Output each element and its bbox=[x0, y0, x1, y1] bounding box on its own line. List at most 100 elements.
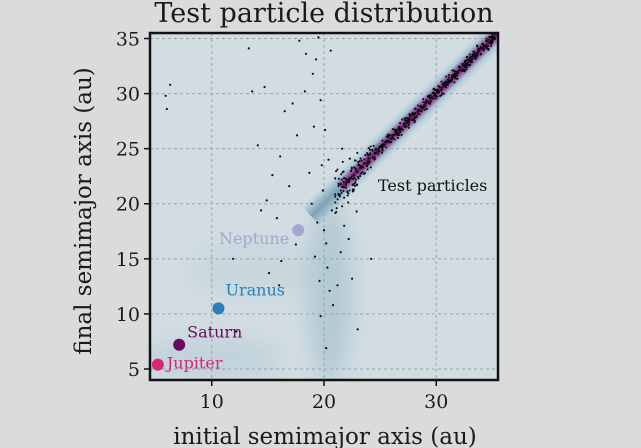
particle-dot bbox=[348, 189, 351, 192]
particle-dot bbox=[256, 144, 259, 147]
particle-dot bbox=[357, 160, 360, 163]
particle-dot bbox=[461, 62, 464, 65]
particle-dot bbox=[335, 210, 338, 214]
particle-dot bbox=[414, 107, 417, 110]
particle-dot bbox=[407, 126, 410, 129]
particle-dot bbox=[395, 131, 398, 134]
particle-dot bbox=[164, 94, 167, 97]
particle-dot bbox=[436, 95, 439, 98]
particle-dot bbox=[488, 36, 491, 39]
particle-dot bbox=[356, 151, 359, 154]
particle-dot bbox=[340, 147, 344, 150]
y-tick-label: 25 bbox=[116, 139, 140, 161]
particle-dot bbox=[380, 151, 384, 154]
particle-dot bbox=[453, 72, 456, 75]
particle-dot bbox=[365, 164, 369, 167]
particle-dot bbox=[345, 181, 348, 184]
particle-dot bbox=[420, 110, 423, 113]
particle-dot bbox=[347, 201, 350, 204]
particle-dot bbox=[353, 159, 356, 162]
particle-dot bbox=[337, 177, 340, 180]
particle-dot bbox=[247, 47, 250, 50]
particle-dot bbox=[445, 82, 448, 85]
particle-dot bbox=[485, 40, 488, 43]
particle-dot bbox=[437, 88, 440, 91]
particle-dot bbox=[308, 171, 311, 174]
particle-dot bbox=[405, 122, 408, 125]
particle-dot bbox=[376, 148, 379, 151]
planet-label: Neptune bbox=[219, 229, 289, 248]
particle-dot bbox=[355, 169, 358, 172]
particle-dot bbox=[440, 80, 443, 83]
particle-dot bbox=[391, 136, 394, 139]
particle-dot bbox=[377, 150, 380, 153]
particle-dot bbox=[351, 190, 354, 193]
particle-dot bbox=[342, 180, 345, 183]
planet-label: Uranus bbox=[225, 280, 285, 299]
particle-dot bbox=[235, 330, 238, 333]
particle-dot bbox=[435, 91, 439, 94]
particle-dot bbox=[371, 156, 374, 159]
particle-dot bbox=[291, 102, 294, 105]
particle-dot bbox=[484, 45, 487, 48]
particle-dot bbox=[463, 70, 466, 73]
particle-dot bbox=[359, 157, 362, 160]
particle-dot bbox=[487, 38, 490, 41]
particle-dot bbox=[482, 47, 485, 50]
particle-dot bbox=[390, 140, 393, 143]
particle-dot bbox=[373, 156, 376, 159]
particle-dot bbox=[351, 277, 354, 280]
particle-dot bbox=[422, 100, 425, 104]
particle-dot bbox=[280, 259, 283, 263]
particle-dot bbox=[458, 68, 461, 71]
particle-dot bbox=[366, 151, 369, 155]
particle-dot bbox=[374, 152, 377, 155]
particle-dot bbox=[383, 140, 386, 143]
particle-dot bbox=[401, 128, 404, 131]
x-axis-label: initial semimajor axis (au) bbox=[173, 424, 477, 448]
particle-dot bbox=[334, 201, 337, 204]
particle-dot bbox=[335, 207, 338, 210]
particle-dot bbox=[404, 125, 407, 128]
particle-dot bbox=[391, 128, 394, 131]
particle-dot bbox=[319, 315, 322, 318]
particle-dot bbox=[361, 170, 364, 174]
particle-dot bbox=[311, 72, 314, 75]
particle-dot bbox=[278, 284, 281, 287]
particle-dot bbox=[169, 83, 172, 86]
planet-markers: Jupiter Saturn Uranus Neptune bbox=[151, 224, 305, 373]
particle-dot bbox=[417, 104, 420, 107]
particle-dot bbox=[381, 139, 384, 142]
particle-dot bbox=[279, 155, 282, 158]
particle-dot bbox=[343, 196, 346, 199]
particle-dot bbox=[352, 182, 355, 185]
particle-dot bbox=[432, 97, 435, 100]
particle-dot bbox=[395, 133, 398, 136]
particle-dot bbox=[411, 112, 414, 115]
particle-dot bbox=[347, 237, 350, 241]
particle-dot bbox=[414, 116, 417, 119]
particle-dot bbox=[386, 139, 390, 142]
particle-dot bbox=[265, 199, 268, 202]
particle-dot bbox=[353, 166, 356, 169]
particle-dot bbox=[364, 162, 367, 165]
particle-dot bbox=[485, 37, 488, 40]
particle-dot bbox=[275, 217, 278, 220]
particle-dot bbox=[469, 58, 472, 61]
particle-dot bbox=[469, 53, 472, 56]
particle-dot bbox=[354, 178, 357, 181]
particle-dot bbox=[298, 39, 301, 42]
particle-dot bbox=[451, 69, 454, 72]
particle-dot bbox=[370, 257, 373, 260]
particle-dot bbox=[288, 185, 291, 188]
planet-marker bbox=[292, 224, 305, 237]
particle-dot bbox=[347, 192, 350, 195]
particle-dot bbox=[367, 147, 370, 150]
particle-dot bbox=[413, 121, 416, 124]
particle-dot bbox=[434, 92, 437, 95]
particle-dot bbox=[385, 146, 388, 149]
particle-dot bbox=[315, 58, 318, 61]
particle-dot bbox=[325, 242, 328, 245]
particle-dot bbox=[455, 72, 458, 75]
particle-dot bbox=[460, 69, 463, 72]
